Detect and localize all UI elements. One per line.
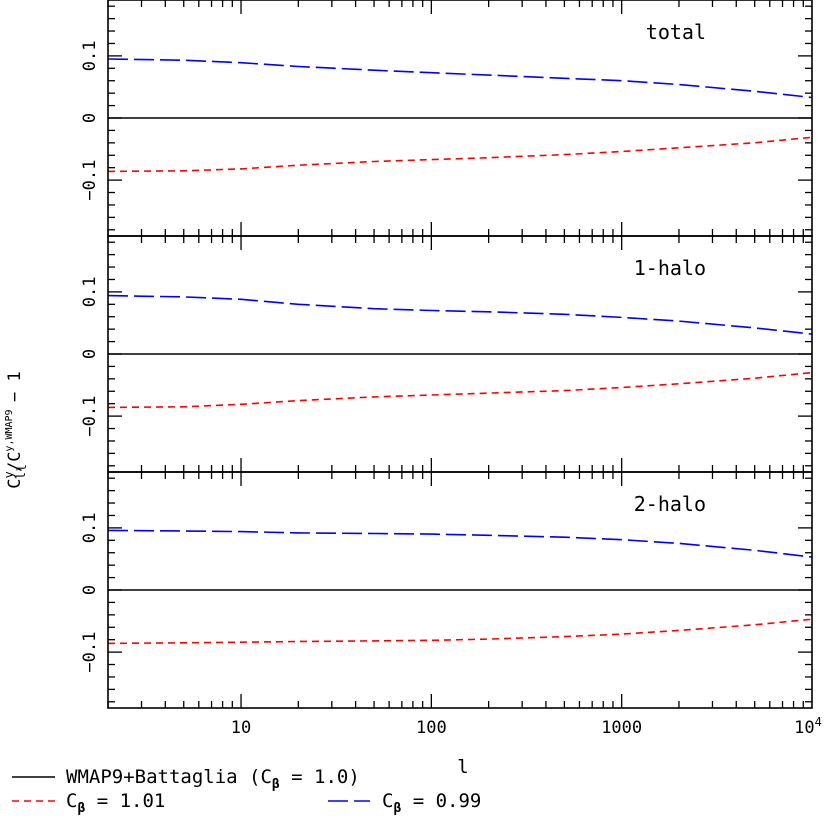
y-tick-label: −0.1	[80, 160, 100, 201]
y-tick-label: 0.1	[80, 513, 100, 544]
x-tick-label: 104	[794, 715, 822, 738]
panel-1: 0.1 0 −0.1 total	[80, 0, 813, 237]
panel-title: total	[646, 20, 706, 44]
y-tick-label: 0.1	[80, 277, 100, 308]
y-label-sup1: y	[2, 471, 16, 478]
series-line-long-dash	[107, 529, 813, 558]
y-tick-label: 0	[80, 585, 100, 595]
y-tick-label: −0.1	[80, 396, 100, 437]
panel-title: 1-halo	[634, 256, 706, 280]
panel-2: 0.1 0 −0.1 1-halo	[80, 235, 813, 473]
y-label-slash: /C	[5, 452, 25, 472]
panel-frame	[107, 471, 813, 709]
y-tick-label: 0	[80, 349, 100, 359]
legend-label-3: Cβ = 0.99	[382, 790, 481, 816]
y-tick-label: 0	[80, 113, 100, 123]
series-line-short-dash	[107, 618, 813, 645]
y-label-tail: − 1	[5, 371, 25, 412]
x-tick-labels: 10 100 1000 104	[231, 715, 822, 738]
y-axis-label: Cyl/Cy,WMAP9 l − 1	[2, 371, 29, 489]
series-line-long-dash	[107, 294, 813, 335]
x-tick-label: 1000	[601, 718, 642, 738]
svg-text:Cyl/Cy,WMAP9l − 1: Cyl/Cy,WMAP9 l − 1	[2, 371, 29, 489]
x-tick-label: 10	[231, 718, 251, 738]
y-label-sup2: y,WMAP9	[4, 409, 15, 451]
series-line-short-dash	[107, 371, 813, 409]
panels-group: 0.1 0 −0.1 total 0.1 0 −0.1 1-halo 0.1 0 −0.1 2-hal…	[80, 0, 822, 738]
y-label-sub2: l	[15, 464, 29, 471]
y-label-sub1: l	[14, 472, 28, 479]
y-label-main: C	[5, 479, 25, 489]
series-line-long-dash	[107, 58, 813, 99]
legend: WMAP9+Battaglia (Cβ = 1.0) Cβ = 1.01 Cβ …	[12, 766, 481, 816]
legend-label-1: WMAP9+Battaglia (Cβ = 1.0)	[66, 766, 360, 792]
y-tick-label: 0.1	[80, 41, 100, 72]
x-tick-label: 100	[416, 718, 447, 738]
x-axis-label: l	[457, 756, 468, 778]
panel-title: 2-halo	[634, 492, 706, 516]
panel-3: 0.1 0 −0.1 2-halo	[80, 471, 813, 709]
series-line-short-dash	[107, 136, 813, 173]
legend-label-2: Cβ = 1.01	[66, 790, 165, 816]
y-tick-label: −0.1	[80, 632, 100, 673]
